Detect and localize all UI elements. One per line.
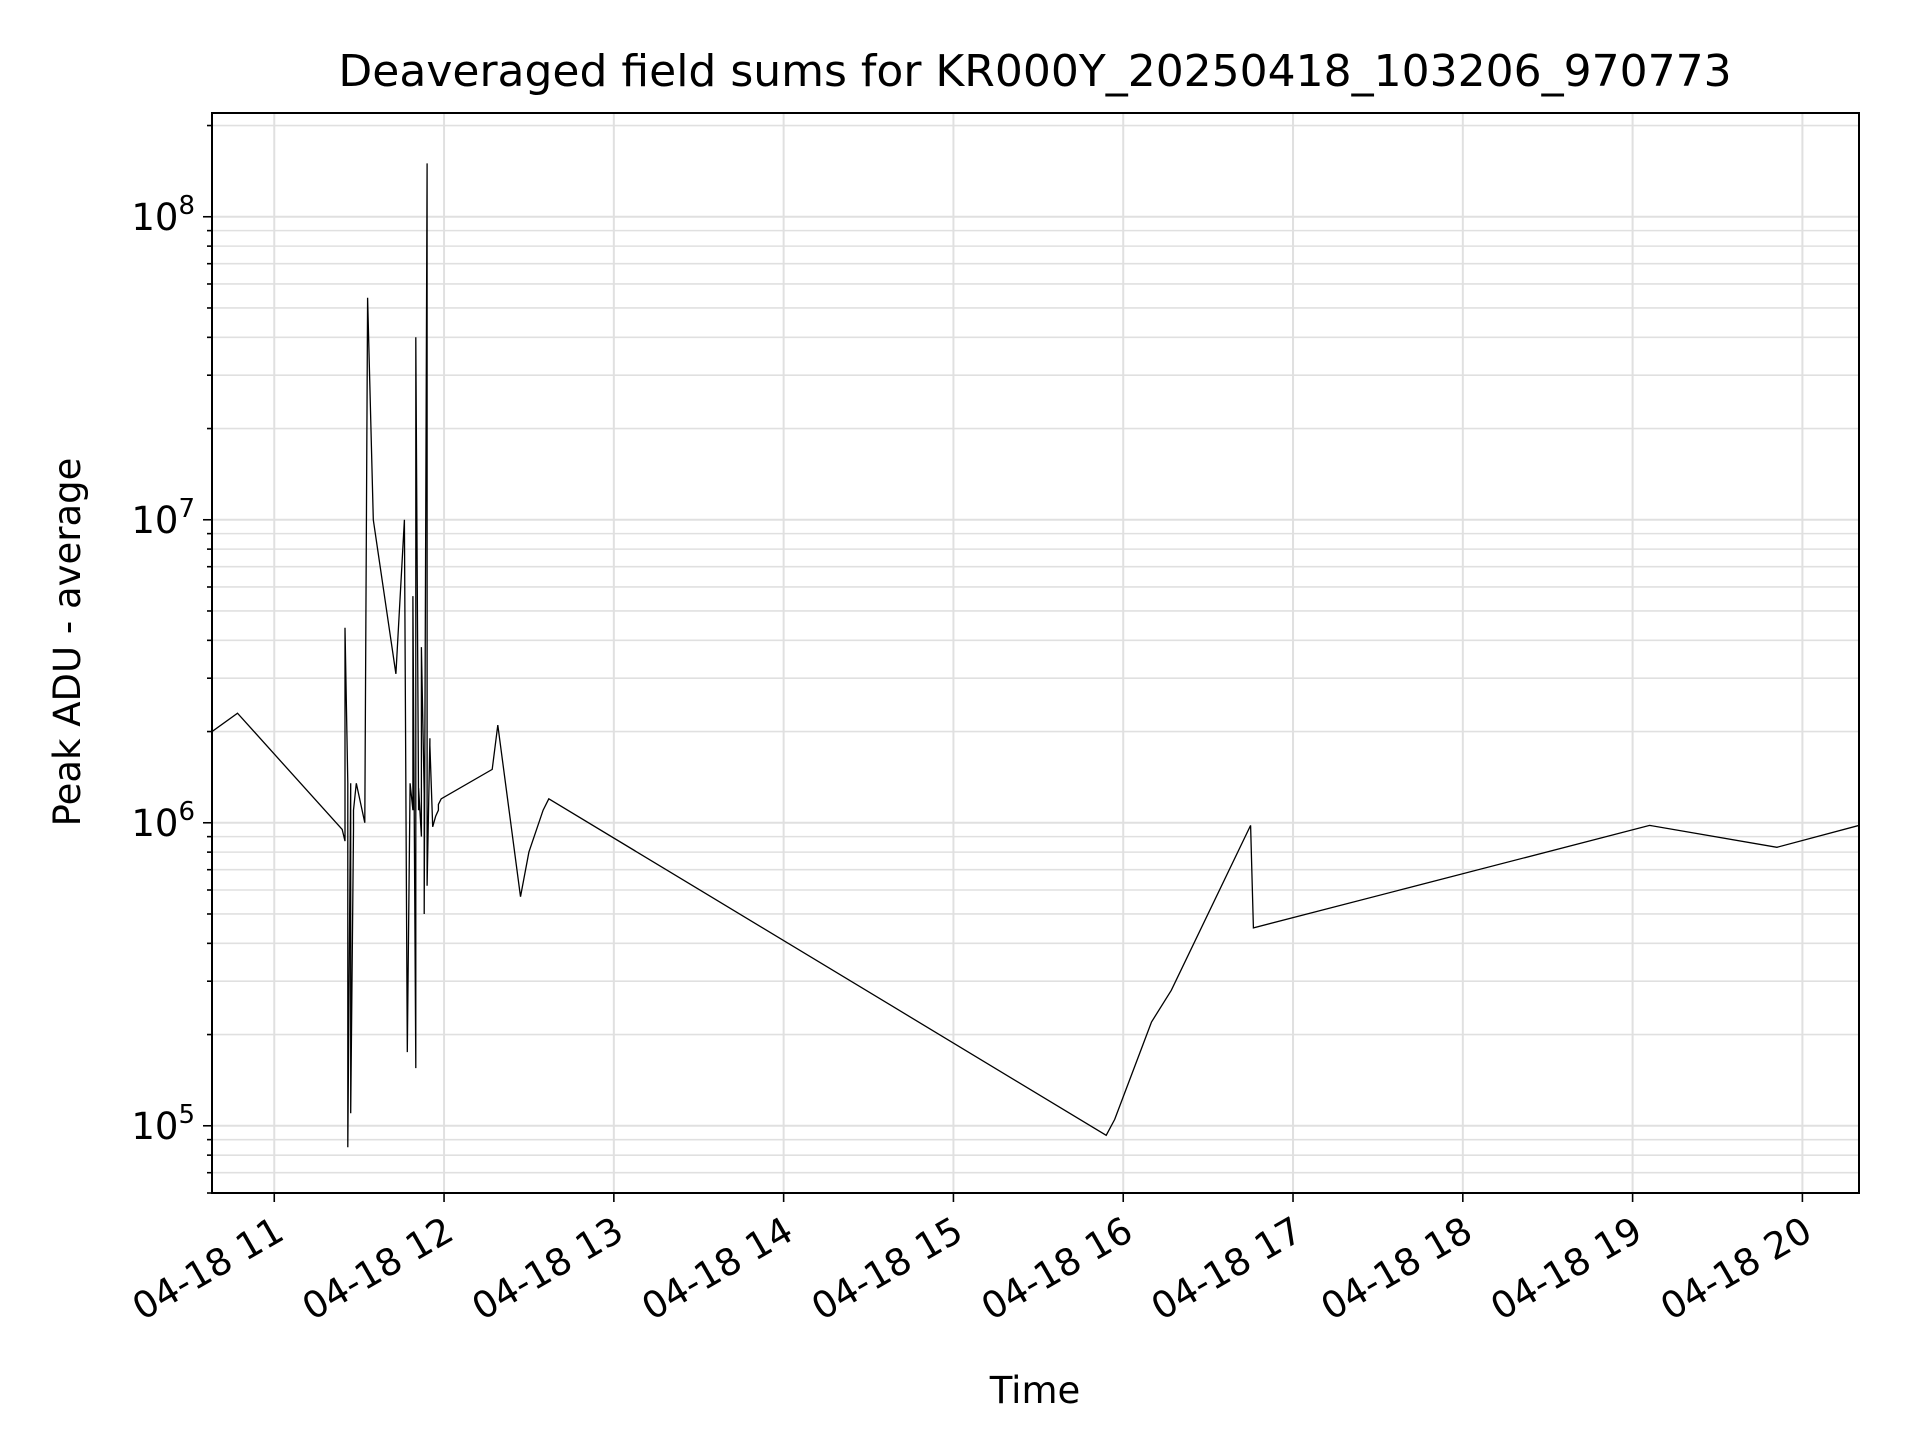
grid: [212, 113, 1859, 1194]
plot-frame: [211, 112, 1860, 1194]
y-tick-label: 108: [131, 191, 195, 239]
x-axis-label: Time: [989, 1369, 1081, 1412]
y-axis-label: Peak ADU - average: [46, 458, 89, 827]
chart-title: Deaveraged field sums for KR000Y_2025041…: [338, 46, 1731, 97]
y-tick-label: 105: [131, 1100, 195, 1148]
y-tick-label: 107: [131, 494, 195, 542]
y-tick-label: 106: [131, 797, 195, 845]
series-line: [212, 163, 1859, 1148]
series: [212, 163, 1859, 1148]
